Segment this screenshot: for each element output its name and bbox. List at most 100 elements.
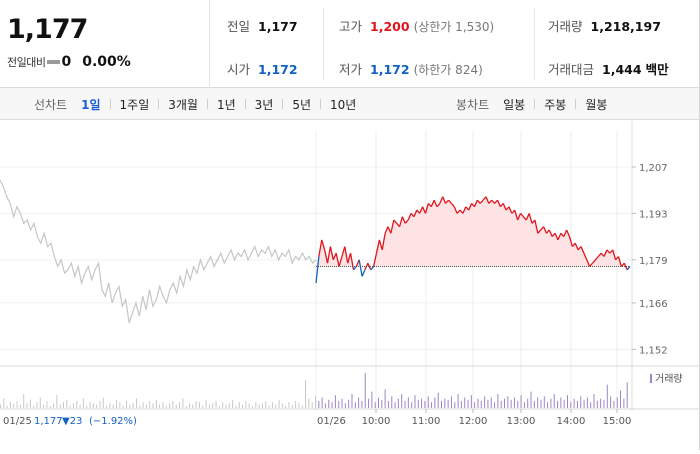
period-3m-button[interactable]: 3개월 [168,97,198,112]
current-day-segment [384,226,389,234]
current-day-segment [335,253,340,267]
current-day-segment [462,206,467,214]
current-day-segment [517,213,522,221]
volume-bar [238,402,240,408]
stat-trade-amount: 거래대금 1,444 백만 [548,59,669,78]
volume-bar [311,402,313,408]
volume-bar [623,398,625,408]
current-day-segment [419,206,424,214]
volume-bar [59,404,61,408]
change-rate: 0.00% [82,54,131,70]
period-1d-button[interactable]: 1일 [81,97,101,112]
prev-close-label: 1,177 [34,416,63,427]
volume-bar [185,405,187,408]
volume-bar [99,401,101,408]
candle-monthly-button[interactable]: 월봉 [585,97,608,112]
volume-bar [441,401,442,408]
volume-bar [351,394,353,408]
volume-bar [573,398,575,408]
volume-bar [106,405,108,408]
volume-bar [63,402,64,408]
time-tick-label: 12:00 [459,416,488,427]
volume-bar [404,401,406,408]
toolbar-divider [158,99,160,109]
volume-bar [580,396,582,408]
current-day-segment [459,209,464,214]
volume-bar [39,397,41,408]
volume-bar [626,382,628,408]
current-day-segment [407,213,412,221]
toolbar-divider [282,99,284,109]
period-3y-button[interactable]: 3년 [254,97,274,112]
volume-bar [517,401,519,408]
volume-bar [530,391,532,408]
volume-bar [152,403,154,408]
volume-bar [576,401,578,408]
volume-bar [305,380,307,408]
current-day-segment [586,259,591,267]
toolbar-divider [534,99,536,109]
volume-bar [0,404,1,408]
volume-bar [321,397,323,408]
volume-bar [474,402,476,408]
current-day-segment [398,216,404,227]
current-day-segment [566,229,571,237]
volume-bar [155,399,157,408]
volume-bar [358,397,360,408]
volume-bar [232,399,234,408]
volume-bar [165,405,167,408]
stats-divider [323,8,324,80]
volume-bar [205,399,207,408]
period-10y-button[interactable]: 10년 [330,97,357,112]
current-day-segment [491,199,496,204]
volume-bar [72,403,74,408]
current-day-segment [401,216,406,224]
current-day-segment [522,216,527,221]
volume-bar [427,396,429,408]
period-1y-button[interactable]: 1년 [216,97,236,112]
stat-high: 고가 1,200 (상한가 1,530) [339,16,494,35]
volume-bar [92,403,94,408]
time-tick-label: 14:00 [557,416,586,427]
volume-bar [112,404,114,408]
candle-weekly-button[interactable]: 주봉 [544,97,567,112]
volume-bar [477,398,479,408]
current-day-segment [505,206,510,211]
volume-bar [242,404,244,408]
volume-bar [291,404,293,408]
current-day-segment [545,229,550,234]
current-day-segment [436,203,441,208]
volume-bar [86,405,88,408]
volume-bar [454,402,456,408]
volume-bar [315,396,316,408]
stats-divider [534,8,535,80]
volume-bar [603,399,605,408]
volume-bar [328,399,330,408]
volume-bar [66,399,68,408]
period-5y-button[interactable]: 5년 [292,97,312,112]
stat-label: 거래량 [548,19,583,34]
current-day-segment [450,203,455,208]
volume-bar [567,395,568,408]
volume-bar [96,404,98,408]
volume-bar [288,402,290,408]
volume-bar [169,403,171,408]
price-tick-label: 1,152 [639,345,668,356]
volume-bar [421,398,423,408]
period-1w-button[interactable]: 1주일 [119,97,150,112]
volume-bar [189,403,190,408]
price-axis: 1,207 1,193 1,179 1,166 1,152 [632,163,668,356]
stat-low: 저가 1,172 (하한가 824) [339,59,483,78]
volume-bar [261,403,263,408]
current-day-segment [525,213,530,221]
volume-bar [79,404,81,408]
candle-daily-button[interactable]: 일봉 [503,97,526,112]
volume-bar [464,397,466,408]
current-day-segment [349,253,355,270]
volume-bar [374,402,376,408]
current-day-segment [439,196,444,204]
volume-bar [198,402,200,408]
volume-bar [381,399,383,408]
current-day-segment [485,196,490,204]
current-day-segment [430,199,435,208]
